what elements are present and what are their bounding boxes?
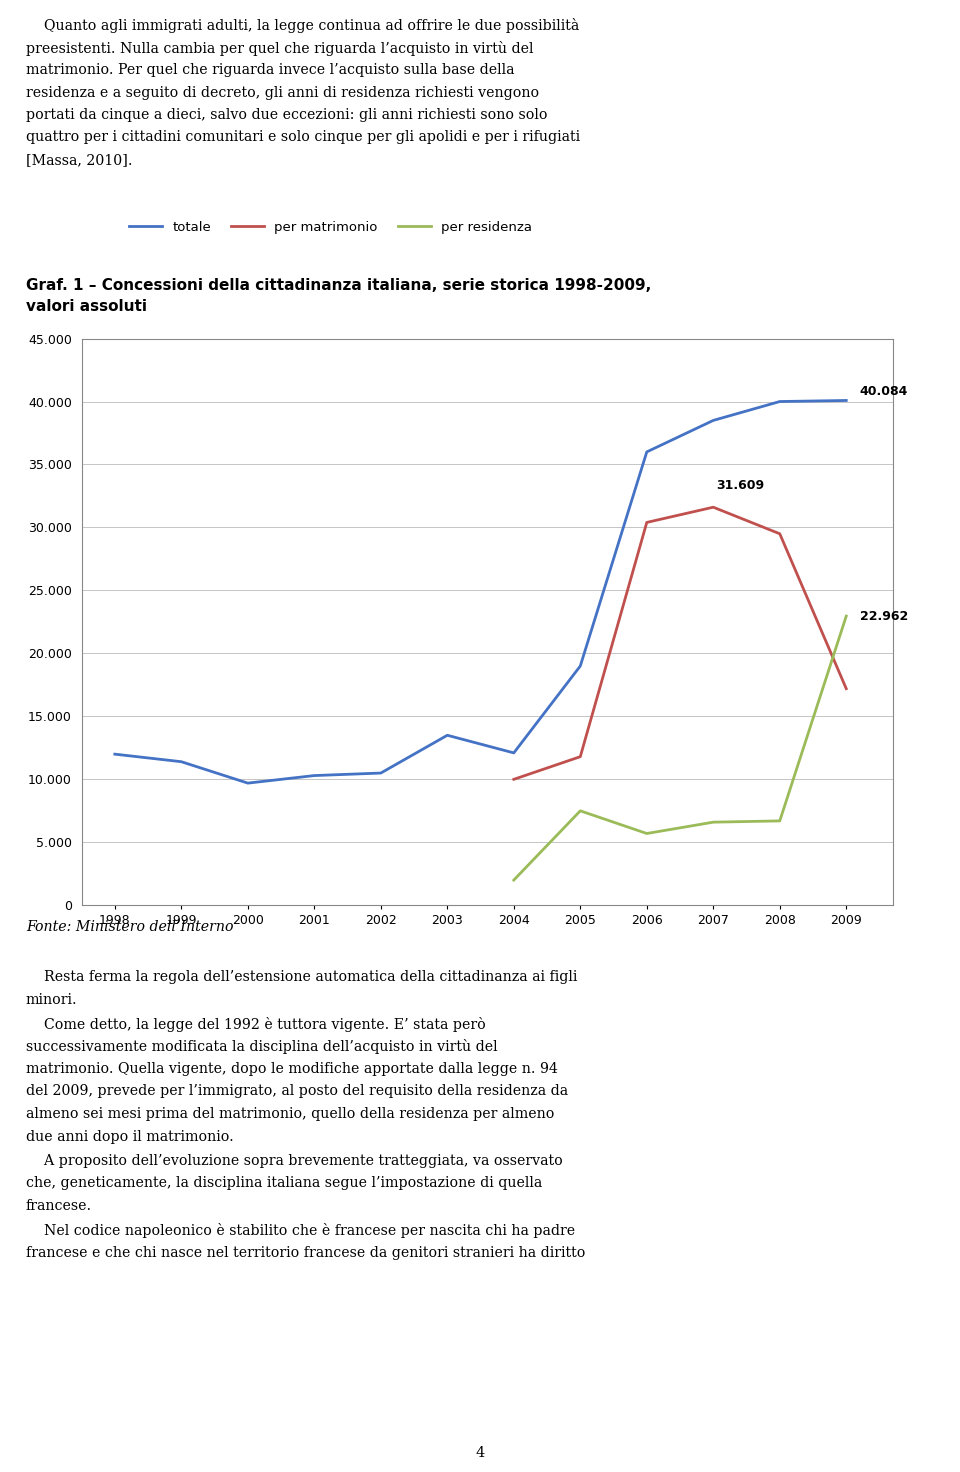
Text: valori assoluti: valori assoluti bbox=[26, 299, 147, 314]
Text: 40.084: 40.084 bbox=[859, 386, 908, 397]
Text: che, geneticamente, la disciplina italiana segue l’impostazione di quella: che, geneticamente, la disciplina italia… bbox=[26, 1176, 542, 1191]
Text: 22.962: 22.962 bbox=[859, 609, 908, 623]
Text: matrimonio. Quella vigente, dopo le modifiche apportate dalla legge n. 94: matrimonio. Quella vigente, dopo le modi… bbox=[26, 1061, 558, 1076]
Text: Fonte: Ministero dell’Interno: Fonte: Ministero dell’Interno bbox=[26, 920, 233, 935]
Text: due anni dopo il matrimonio.: due anni dopo il matrimonio. bbox=[26, 1129, 233, 1144]
Text: Come detto, la legge del 1992 è tuttora vigente. E’ stata però: Come detto, la legge del 1992 è tuttora … bbox=[26, 1017, 486, 1032]
Text: portati da cinque a dieci, salvo due eccezioni: gli anni richiesti sono solo: portati da cinque a dieci, salvo due ecc… bbox=[26, 107, 547, 122]
Text: Nel codice napoleonico è stabilito che è francese per nascita chi ha padre: Nel codice napoleonico è stabilito che è… bbox=[26, 1223, 575, 1238]
Text: quattro per i cittadini comunitari e solo cinque per gli apolidi e per i rifugia: quattro per i cittadini comunitari e sol… bbox=[26, 131, 580, 144]
Text: francese e che chi nasce nel territorio francese da genitori stranieri ha diritt: francese e che chi nasce nel territorio … bbox=[26, 1245, 586, 1260]
Text: del 2009, prevede per l’immigrato, al posto del requisito della residenza da: del 2009, prevede per l’immigrato, al po… bbox=[26, 1085, 568, 1098]
Text: minori.: minori. bbox=[26, 992, 78, 1007]
Text: almeno sei mesi prima del matrimonio, quello della residenza per almeno: almeno sei mesi prima del matrimonio, qu… bbox=[26, 1107, 554, 1122]
Text: residenza e a seguito di decreto, gli anni di residenza richiesti vengono: residenza e a seguito di decreto, gli an… bbox=[26, 85, 540, 100]
Text: matrimonio. Per quel che riguarda invece l’acquisto sulla base della: matrimonio. Per quel che riguarda invece… bbox=[26, 63, 515, 77]
Text: francese.: francese. bbox=[26, 1200, 92, 1213]
Text: Resta ferma la regola dell’estensione automatica della cittadinanza ai figli: Resta ferma la regola dell’estensione au… bbox=[26, 970, 577, 983]
Text: [Massa, 2010].: [Massa, 2010]. bbox=[26, 153, 132, 166]
Text: 31.609: 31.609 bbox=[716, 480, 765, 492]
Text: A proposito dell’evoluzione sopra brevemente tratteggiata, va osservato: A proposito dell’evoluzione sopra brevem… bbox=[26, 1154, 563, 1167]
Text: preesistenti. Nulla cambia per quel che riguarda l’acquisto in virtù del: preesistenti. Nulla cambia per quel che … bbox=[26, 41, 534, 56]
Legend: totale, per matrimonio, per residenza: totale, per matrimonio, per residenza bbox=[129, 221, 532, 234]
Text: Quanto agli immigrati adulti, la legge continua ad offrire le due possibilità: Quanto agli immigrati adulti, la legge c… bbox=[26, 18, 579, 32]
Text: Graf. 1 – Concessioni della cittadinanza italiana, serie storica 1998-2009,: Graf. 1 – Concessioni della cittadinanza… bbox=[26, 278, 651, 293]
Text: successivamente modificata la disciplina dell’acquisto in virtù del: successivamente modificata la disciplina… bbox=[26, 1039, 497, 1054]
Text: 4: 4 bbox=[475, 1446, 485, 1460]
